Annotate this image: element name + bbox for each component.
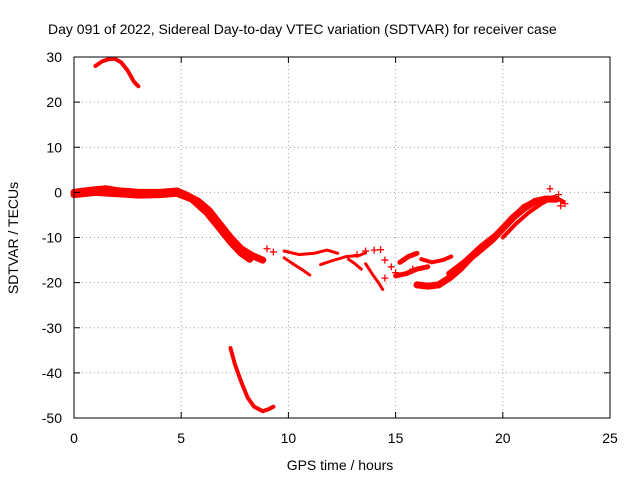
scatter-point [381, 274, 389, 282]
series-main-band-b [70, 188, 254, 263]
series-band-16-17 [419, 254, 454, 265]
scatter-point [409, 265, 417, 273]
scatter-point [392, 269, 400, 277]
scatter-markers [263, 185, 569, 282]
x-tick-label: 15 [388, 430, 404, 446]
y-tick-label: 10 [46, 139, 62, 155]
y-tick-label: 20 [46, 94, 62, 110]
x-tick-label: 25 [602, 430, 618, 446]
y-tick-label: 30 [46, 49, 62, 65]
y-tick-label: -30 [42, 320, 62, 336]
series-band-10-12-b [282, 256, 312, 277]
series-band-12-14 [319, 251, 368, 267]
series-band-14 [364, 262, 385, 291]
series-band-15-17 [397, 250, 420, 265]
x-axis-label: GPS time / hours [287, 457, 394, 473]
scatter-point [557, 202, 565, 210]
x-tick-label: 20 [495, 430, 511, 446]
y-tick-label: 0 [54, 184, 62, 200]
scatter-point [387, 263, 395, 271]
x-tick-label: 10 [281, 430, 297, 446]
data-series [70, 56, 565, 414]
series-upper-arc [93, 56, 141, 89]
series-rise-c [500, 194, 565, 240]
scatter-point [381, 256, 389, 264]
scatter-point [546, 185, 554, 193]
scatter-point [263, 245, 271, 253]
axis-ticks [73, 56, 611, 419]
y-tick-label: -50 [42, 410, 62, 426]
chart-title: Day 091 of 2022, Sidereal Day-to-day VTE… [48, 21, 557, 37]
x-tick-label: 0 [70, 430, 78, 446]
series-band-15-16 [393, 264, 431, 279]
scatter-point [362, 247, 370, 255]
y-tick-label: -40 [42, 365, 62, 381]
scatter-point [353, 251, 361, 259]
scatter-point [561, 200, 569, 208]
y-tick-labels: 30 20 10 0 -10 -20 -30 -40 -50 [42, 49, 62, 426]
series-band-10-12 [282, 248, 340, 257]
x-tick-labels: 0 5 10 15 20 25 [70, 430, 618, 446]
scatter-point [370, 246, 378, 254]
scatter-point [555, 191, 563, 199]
series-lower-arc [228, 346, 276, 414]
x-tick-label: 5 [177, 430, 185, 446]
grid-lines [74, 57, 610, 418]
series-rise-b [446, 197, 541, 277]
scatter-point [269, 248, 277, 256]
y-axis-label: SDTVAR / TECUs [5, 182, 21, 294]
y-tick-label: -20 [42, 275, 62, 291]
scatter-point [377, 246, 385, 254]
y-tick-label: -10 [42, 230, 62, 246]
series-band-12-14-b [346, 257, 363, 271]
